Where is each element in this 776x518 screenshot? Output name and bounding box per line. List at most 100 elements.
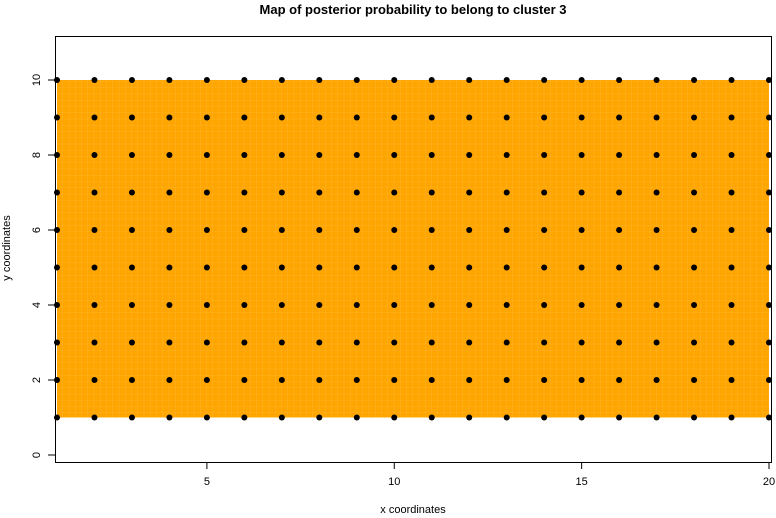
data-point	[766, 414, 772, 421]
data-point	[616, 227, 623, 233]
data-point	[166, 189, 173, 196]
data-point	[466, 152, 473, 158]
data-point	[278, 339, 285, 346]
data-point	[166, 414, 173, 421]
data-point	[766, 227, 772, 233]
data-point	[653, 77, 660, 83]
y-tick-label: 0	[31, 452, 43, 458]
data-point	[428, 264, 435, 271]
data-point	[616, 114, 623, 121]
data-point	[316, 114, 323, 121]
data-point	[578, 339, 585, 346]
data-point	[91, 414, 98, 421]
data-point	[691, 377, 698, 383]
data-point	[241, 114, 248, 121]
data-point	[203, 377, 210, 383]
data-point	[91, 77, 98, 83]
plot-area	[54, 77, 772, 421]
data-point	[653, 189, 660, 196]
data-point	[616, 377, 623, 383]
data-point	[466, 264, 473, 271]
data-point	[428, 339, 435, 346]
data-point	[353, 339, 360, 346]
data-point	[428, 377, 435, 383]
data-point	[203, 414, 210, 421]
data-point	[541, 302, 548, 308]
data-point	[241, 339, 248, 346]
x-axis-label: x coordinates	[380, 504, 446, 516]
data-point	[278, 77, 285, 83]
data-point	[728, 77, 735, 83]
data-point	[466, 189, 473, 196]
data-point	[241, 77, 248, 83]
y-tick-label: 8	[31, 152, 43, 158]
data-point	[241, 189, 248, 196]
data-point	[91, 114, 98, 121]
data-point	[541, 114, 548, 121]
x-tick-label: 10	[388, 476, 400, 488]
data-point	[91, 302, 98, 308]
data-point	[428, 414, 435, 421]
data-point	[278, 189, 285, 196]
data-point	[691, 152, 698, 158]
data-point	[128, 114, 135, 121]
data-point	[278, 227, 285, 233]
data-point	[466, 377, 473, 383]
data-point	[203, 114, 210, 121]
data-point	[541, 264, 548, 271]
data-point	[503, 339, 510, 346]
data-point	[503, 114, 510, 121]
data-point	[653, 227, 660, 233]
data-point	[353, 114, 360, 121]
data-point	[466, 414, 473, 421]
data-point	[578, 152, 585, 158]
data-point	[503, 302, 510, 308]
data-point	[728, 114, 735, 121]
data-point	[54, 114, 60, 121]
data-point	[503, 264, 510, 271]
data-point	[353, 264, 360, 271]
data-point	[91, 227, 98, 233]
data-point	[466, 227, 473, 233]
data-point	[766, 377, 772, 383]
data-point	[278, 114, 285, 121]
data-point	[278, 302, 285, 308]
data-point	[391, 189, 398, 196]
data-point	[616, 339, 623, 346]
data-point	[541, 227, 548, 233]
data-point	[353, 189, 360, 196]
data-point	[466, 339, 473, 346]
data-point	[616, 302, 623, 308]
data-point	[166, 227, 173, 233]
data-point	[241, 264, 248, 271]
plot-frame	[55, 36, 772, 463]
data-point	[91, 189, 98, 196]
data-point	[503, 152, 510, 158]
data-point	[578, 264, 585, 271]
data-point	[728, 377, 735, 383]
data-point	[391, 339, 398, 346]
data-point	[54, 264, 60, 271]
data-point	[466, 77, 473, 83]
data-point	[166, 152, 173, 158]
data-point	[278, 264, 285, 271]
data-point	[316, 339, 323, 346]
data-point	[91, 339, 98, 346]
data-point	[316, 264, 323, 271]
data-point	[766, 302, 772, 308]
data-point	[653, 114, 660, 121]
data-point	[691, 114, 698, 121]
data-point	[128, 152, 135, 158]
data-point	[54, 414, 60, 421]
data-point	[278, 414, 285, 421]
data-point	[391, 152, 398, 158]
data-point	[691, 189, 698, 196]
probability-grid	[57, 80, 769, 418]
data-point	[578, 377, 585, 383]
data-point	[691, 339, 698, 346]
data-point	[691, 414, 698, 421]
data-point	[541, 152, 548, 158]
data-point	[128, 339, 135, 346]
data-point	[653, 414, 660, 421]
data-point	[766, 114, 772, 121]
